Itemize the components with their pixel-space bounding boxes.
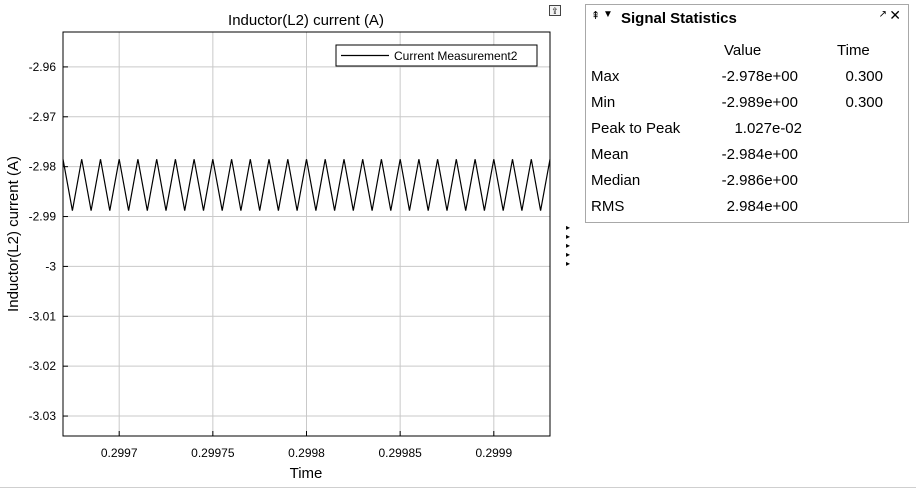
stats-row-median: Median -2.986e+00: [586, 172, 908, 198]
stat-value: -2.984e+00: [721, 146, 798, 163]
arrow-icon[interactable]: ▸: [566, 241, 571, 250]
stats-row-peak-to-peak: Peak to Peak 1.027e-02: [586, 120, 908, 146]
scope-plot: 0.2997 0.29975 0.2998 0.29985 0.2999 -2.96 -2.…: [5, 12, 551, 482]
stat-value: 2.984e+00: [726, 198, 798, 215]
stat-label: Min: [591, 94, 616, 111]
stats-title: Signal Statistics: [621, 10, 737, 27]
x-tick-label: 0.2999: [475, 446, 512, 460]
bottom-divider: [0, 487, 916, 488]
y-tick-label: -3.02: [29, 359, 57, 373]
arrow-icon[interactable]: ▸: [566, 232, 571, 241]
col-header-value: Value: [724, 42, 762, 59]
x-tick-label: 0.2998: [288, 446, 325, 460]
grid-lines: [63, 32, 550, 436]
x-axis-label: Time: [290, 465, 323, 482]
stats-row-rms: RMS 2.984e+00: [586, 198, 908, 224]
stats-row-mean: Mean -2.984e+00: [586, 146, 908, 172]
menu-dropdown-icon[interactable]: ▼: [603, 9, 613, 20]
arrow-icon[interactable]: ▸: [566, 223, 571, 232]
chart-title: Inductor(L2) current (A): [228, 12, 384, 29]
legend-entry: Current Measurement2: [394, 49, 518, 63]
y-tick-label: -3: [45, 259, 56, 273]
stats-row-min: Min -2.989e+00 0.300: [586, 94, 908, 120]
undock-panel-icon[interactable]: ↗: [878, 9, 887, 20]
x-tick-label: 0.2997: [101, 446, 138, 460]
series-current-measurement2: [62, 159, 551, 211]
col-header-time: Time: [837, 42, 870, 59]
stat-time: 0.300: [845, 68, 883, 85]
y-tick-label: -3.03: [29, 409, 57, 423]
stat-value: -2.989e+00: [721, 94, 798, 111]
stats-row-max: Max -2.978e+00 0.300: [586, 68, 908, 94]
x-tick-label: 0.29985: [378, 446, 422, 460]
stat-label: Max: [591, 68, 620, 85]
stats-header: ⇞ ▼ Signal Statistics ↗ ✕: [586, 5, 908, 31]
y-tick-label: -2.99: [29, 210, 57, 224]
arrow-icon[interactable]: ▸: [566, 259, 571, 268]
axis-ticks: 0.2997 0.29975 0.2998 0.29985 0.2999 -2.96 -2.…: [29, 60, 513, 460]
y-tick-label: -2.96: [29, 60, 57, 74]
stat-label: Mean: [591, 146, 629, 163]
legend-box: [335, 44, 538, 67]
close-icon[interactable]: ✕: [889, 7, 901, 23]
signal-statistics-panel: ⇞ ▼ Signal Statistics ↗ ✕ Value Time Max…: [585, 4, 909, 223]
legend: Current Measurement2: [335, 44, 538, 67]
panel-arrows: ▸ ▸ ▸ ▸ ▸: [566, 223, 574, 268]
stat-value: -2.978e+00: [721, 68, 798, 85]
stat-value: -2.986e+00: [721, 172, 798, 189]
pin-icon[interactable]: ⇞: [591, 10, 601, 22]
undock-plot-icon[interactable]: ⇪: [549, 5, 561, 16]
y-tick-label: -2.97: [29, 110, 57, 124]
y-axis-label: Inductor(L2) current (A): [5, 156, 22, 312]
x-tick-label: 0.29975: [191, 446, 235, 460]
y-tick-label: -2.98: [29, 160, 57, 174]
stat-label: RMS: [591, 198, 625, 215]
stat-label: Median: [591, 172, 641, 189]
stat-time: 0.300: [845, 94, 883, 111]
chart-svg: 0.2997 0.29975 0.2998 0.29985 0.2999 -2.96 -2.…: [5, 12, 551, 482]
stat-value: 1.027e-02: [734, 120, 802, 137]
stat-label: Peak to Peak: [591, 120, 681, 137]
y-tick-label: -3.01: [29, 309, 57, 323]
arrow-icon[interactable]: ▸: [566, 250, 571, 259]
